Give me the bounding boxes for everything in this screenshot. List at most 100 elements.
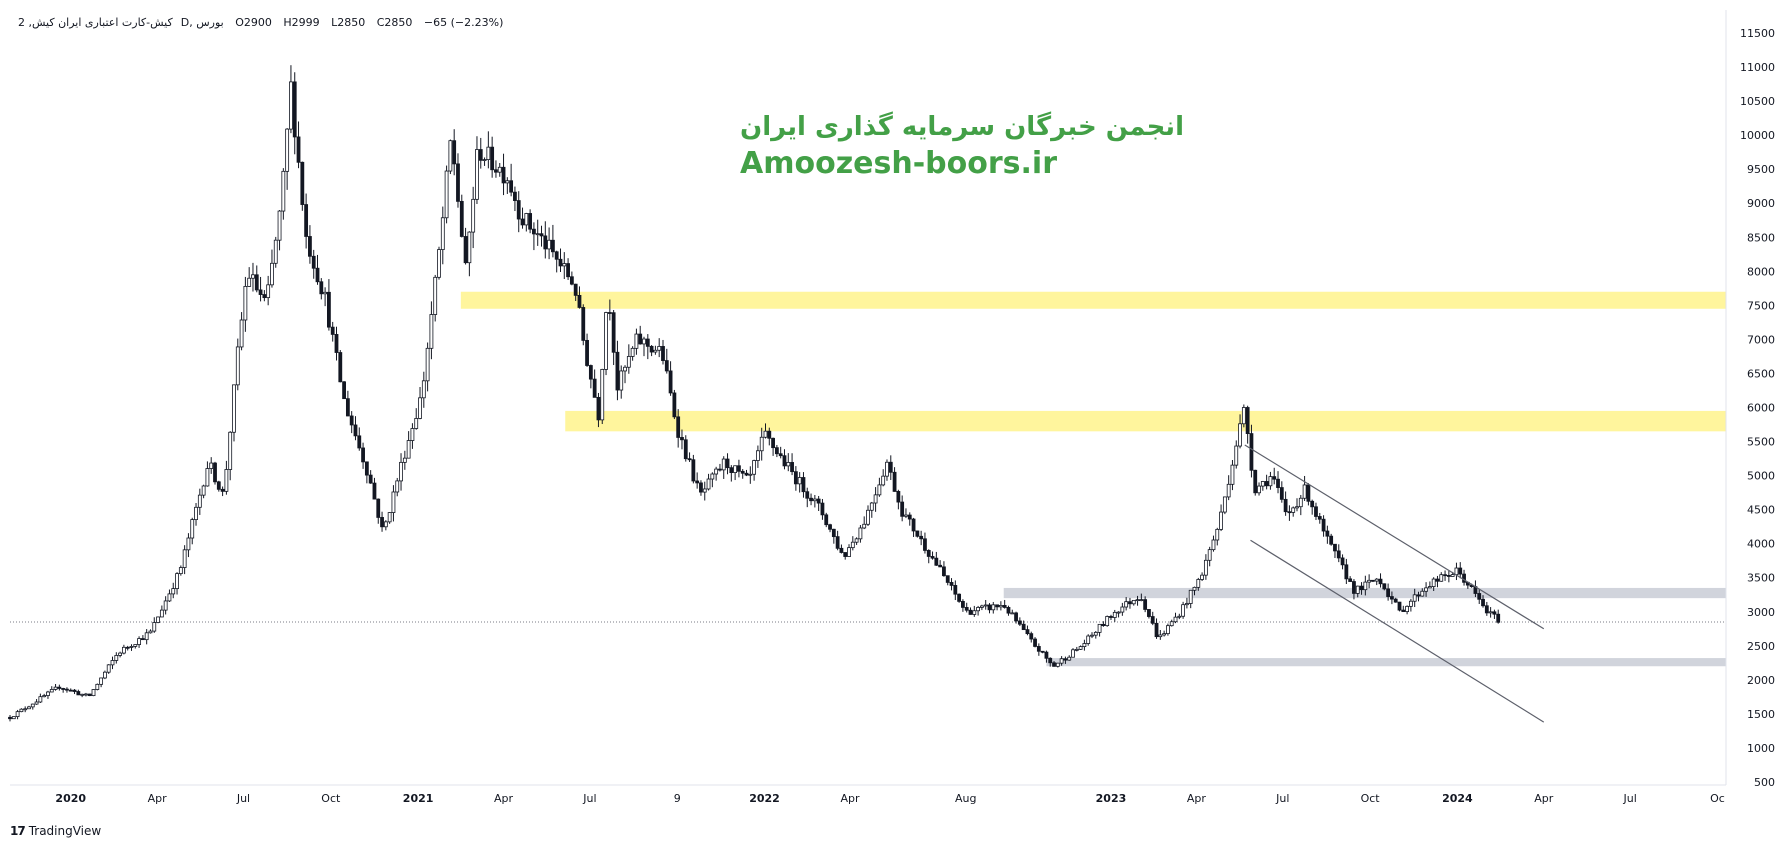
candle (520, 207, 525, 229)
candle-body (1124, 601, 1129, 608)
candle (281, 168, 286, 220)
candle-body (1336, 550, 1341, 559)
candle (42, 693, 47, 698)
candle (676, 409, 681, 448)
candle (1021, 620, 1026, 631)
tradingview-brand[interactable]: 17 TradingView (10, 824, 101, 838)
candle (243, 276, 248, 332)
zone-3 (1046, 658, 1726, 667)
candle (11, 716, 16, 720)
candle-body (1249, 433, 1254, 471)
brand-name: TradingView (28, 824, 102, 838)
candle-body (1420, 590, 1425, 597)
candle-body (99, 677, 104, 685)
candle (95, 683, 100, 691)
candle-body (896, 491, 901, 503)
candle (1006, 605, 1011, 616)
price-tick-label: 5500 (1747, 436, 1775, 449)
candle-body (463, 236, 468, 264)
candle-body (1401, 609, 1406, 613)
candle-body (1055, 662, 1060, 667)
candle (566, 258, 570, 280)
candle (588, 364, 593, 389)
candle-body (839, 547, 844, 553)
candle-body (266, 284, 271, 299)
price-axis[interactable]: 500 1000 1500 2000 2500 3000 3500 4000 4500 5000 5… (1740, 27, 1775, 789)
candle-body (642, 338, 646, 345)
candle (623, 365, 627, 384)
candle (53, 683, 58, 691)
watermark-persian: انجمن خبرگان سرمایه گذاری ایران (740, 112, 1184, 142)
candle-body (228, 431, 233, 470)
candle (1295, 498, 1299, 512)
candle-body (1025, 629, 1030, 635)
candle-body (144, 632, 149, 641)
candle (1488, 607, 1493, 618)
candle-body (501, 166, 506, 184)
candle (459, 194, 464, 238)
candle-body (1230, 464, 1235, 485)
candle (1196, 577, 1201, 591)
candle-body (34, 701, 39, 705)
candle-body (945, 575, 950, 583)
candle (1371, 579, 1375, 583)
candle-body (148, 630, 153, 634)
candle-body (1215, 528, 1220, 541)
candle-body (535, 233, 540, 236)
candle-body (816, 498, 821, 504)
candle (1222, 496, 1227, 515)
candle (251, 262, 255, 292)
candle (900, 495, 905, 522)
candle (1067, 655, 1072, 661)
candle-body (1450, 574, 1455, 577)
candle (1359, 582, 1364, 595)
candle (1321, 515, 1326, 537)
candle (1287, 505, 1292, 521)
time-axis[interactable]: 2020 Apr Jul Oct 2021 Apr Jul 9 2022 Apr Aug 2023 Ap… (55, 792, 1724, 805)
candle-body (828, 524, 832, 530)
candle (273, 236, 278, 268)
candle (976, 605, 980, 616)
candle (854, 537, 859, 545)
candle-body (1333, 543, 1337, 552)
candle (1446, 570, 1451, 583)
candle-body (11, 716, 16, 720)
candle-body (1374, 578, 1379, 582)
time-tick-label: Apr (840, 792, 860, 805)
price-tick-label: 8000 (1747, 265, 1775, 278)
candle (862, 516, 867, 530)
candle (790, 453, 794, 476)
candle (1230, 459, 1235, 491)
candle-body (1067, 656, 1072, 661)
candle (345, 390, 350, 417)
candle-body (790, 462, 794, 473)
candle-body (224, 469, 229, 492)
candle (600, 368, 605, 425)
candle-body (1082, 643, 1087, 648)
candle-body (197, 494, 202, 508)
candle (1238, 414, 1242, 449)
candle-body (972, 610, 977, 615)
candle (368, 470, 373, 484)
candle (478, 137, 483, 169)
candle (1010, 609, 1015, 615)
candle (1458, 562, 1463, 579)
candle-body (30, 703, 35, 708)
candle (1188, 589, 1193, 609)
candle (945, 575, 950, 586)
candle (475, 136, 479, 205)
candle (334, 326, 339, 361)
candle (277, 210, 282, 251)
candle-body (763, 430, 768, 438)
candle (585, 333, 589, 367)
candle-body (497, 166, 502, 173)
candle (1078, 645, 1083, 650)
candle (501, 153, 506, 196)
candle (1462, 569, 1466, 586)
candle (759, 427, 764, 461)
candle-body (1181, 604, 1186, 617)
candle (361, 442, 365, 469)
candle-body (1348, 578, 1353, 582)
candle (292, 72, 297, 155)
